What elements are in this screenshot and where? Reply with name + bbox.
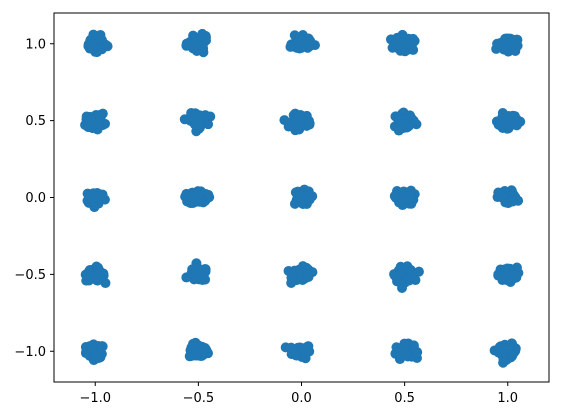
data-point [292, 37, 303, 48]
data-point [404, 193, 415, 204]
data-point [89, 202, 100, 213]
data-point [511, 272, 522, 283]
y-tick-label: 0.0 [25, 191, 46, 206]
data-point [498, 44, 509, 55]
data-point [90, 351, 101, 362]
data-point [80, 269, 91, 280]
data-point [280, 342, 291, 353]
data-point [91, 269, 102, 279]
points-layer [80, 28, 526, 368]
data-point [298, 346, 309, 357]
x-tick-label: −1.0 [79, 391, 111, 406]
y-tick-label: −0.5 [14, 268, 46, 283]
data-point [501, 35, 512, 46]
data-point [408, 115, 419, 126]
data-point [413, 266, 424, 277]
data-point [408, 340, 419, 351]
data-point [181, 188, 192, 199]
data-point [508, 114, 519, 125]
data-point [85, 39, 96, 50]
y-tick-label: −1.0 [14, 345, 46, 360]
data-point [193, 119, 204, 130]
x-tick-label: 0.5 [394, 391, 415, 406]
data-point [87, 343, 98, 354]
data-point [184, 197, 195, 208]
data-point [199, 347, 210, 358]
data-point [97, 42, 108, 53]
data-point [193, 188, 204, 199]
x-tick-label: 0.0 [291, 391, 312, 406]
data-point [203, 189, 214, 200]
data-point [500, 266, 511, 277]
x-axis: −1.0 −0.5 0.0 0.5 1.0 [79, 382, 518, 406]
data-point [507, 196, 518, 207]
data-point [389, 191, 400, 202]
data-point [192, 36, 203, 47]
x-tick-label: −0.5 [183, 391, 215, 406]
data-point [407, 33, 418, 44]
data-point [186, 268, 197, 279]
data-point [492, 38, 503, 49]
data-point [408, 44, 419, 55]
data-point [88, 29, 99, 40]
data-point [395, 347, 406, 358]
data-point [507, 351, 518, 362]
data-point [100, 278, 111, 289]
data-point [397, 282, 408, 293]
data-point [95, 189, 106, 200]
data-point [406, 185, 416, 196]
y-tick-label: 0.5 [25, 114, 46, 129]
data-point [200, 274, 211, 285]
data-point [92, 119, 103, 130]
data-point [387, 42, 398, 53]
data-point [295, 274, 306, 285]
data-point [85, 114, 96, 125]
data-point [294, 192, 305, 203]
data-point [304, 118, 315, 129]
data-point [500, 112, 511, 123]
data-point [397, 115, 408, 126]
y-axis: −1.0 −0.5 0.0 0.5 1.0 [14, 37, 54, 360]
x-tick-label: 1.0 [497, 391, 518, 406]
data-point [294, 111, 305, 122]
data-point [396, 268, 407, 279]
data-point [96, 34, 107, 45]
data-point [279, 115, 290, 126]
y-tick-label: 1.0 [25, 37, 46, 52]
